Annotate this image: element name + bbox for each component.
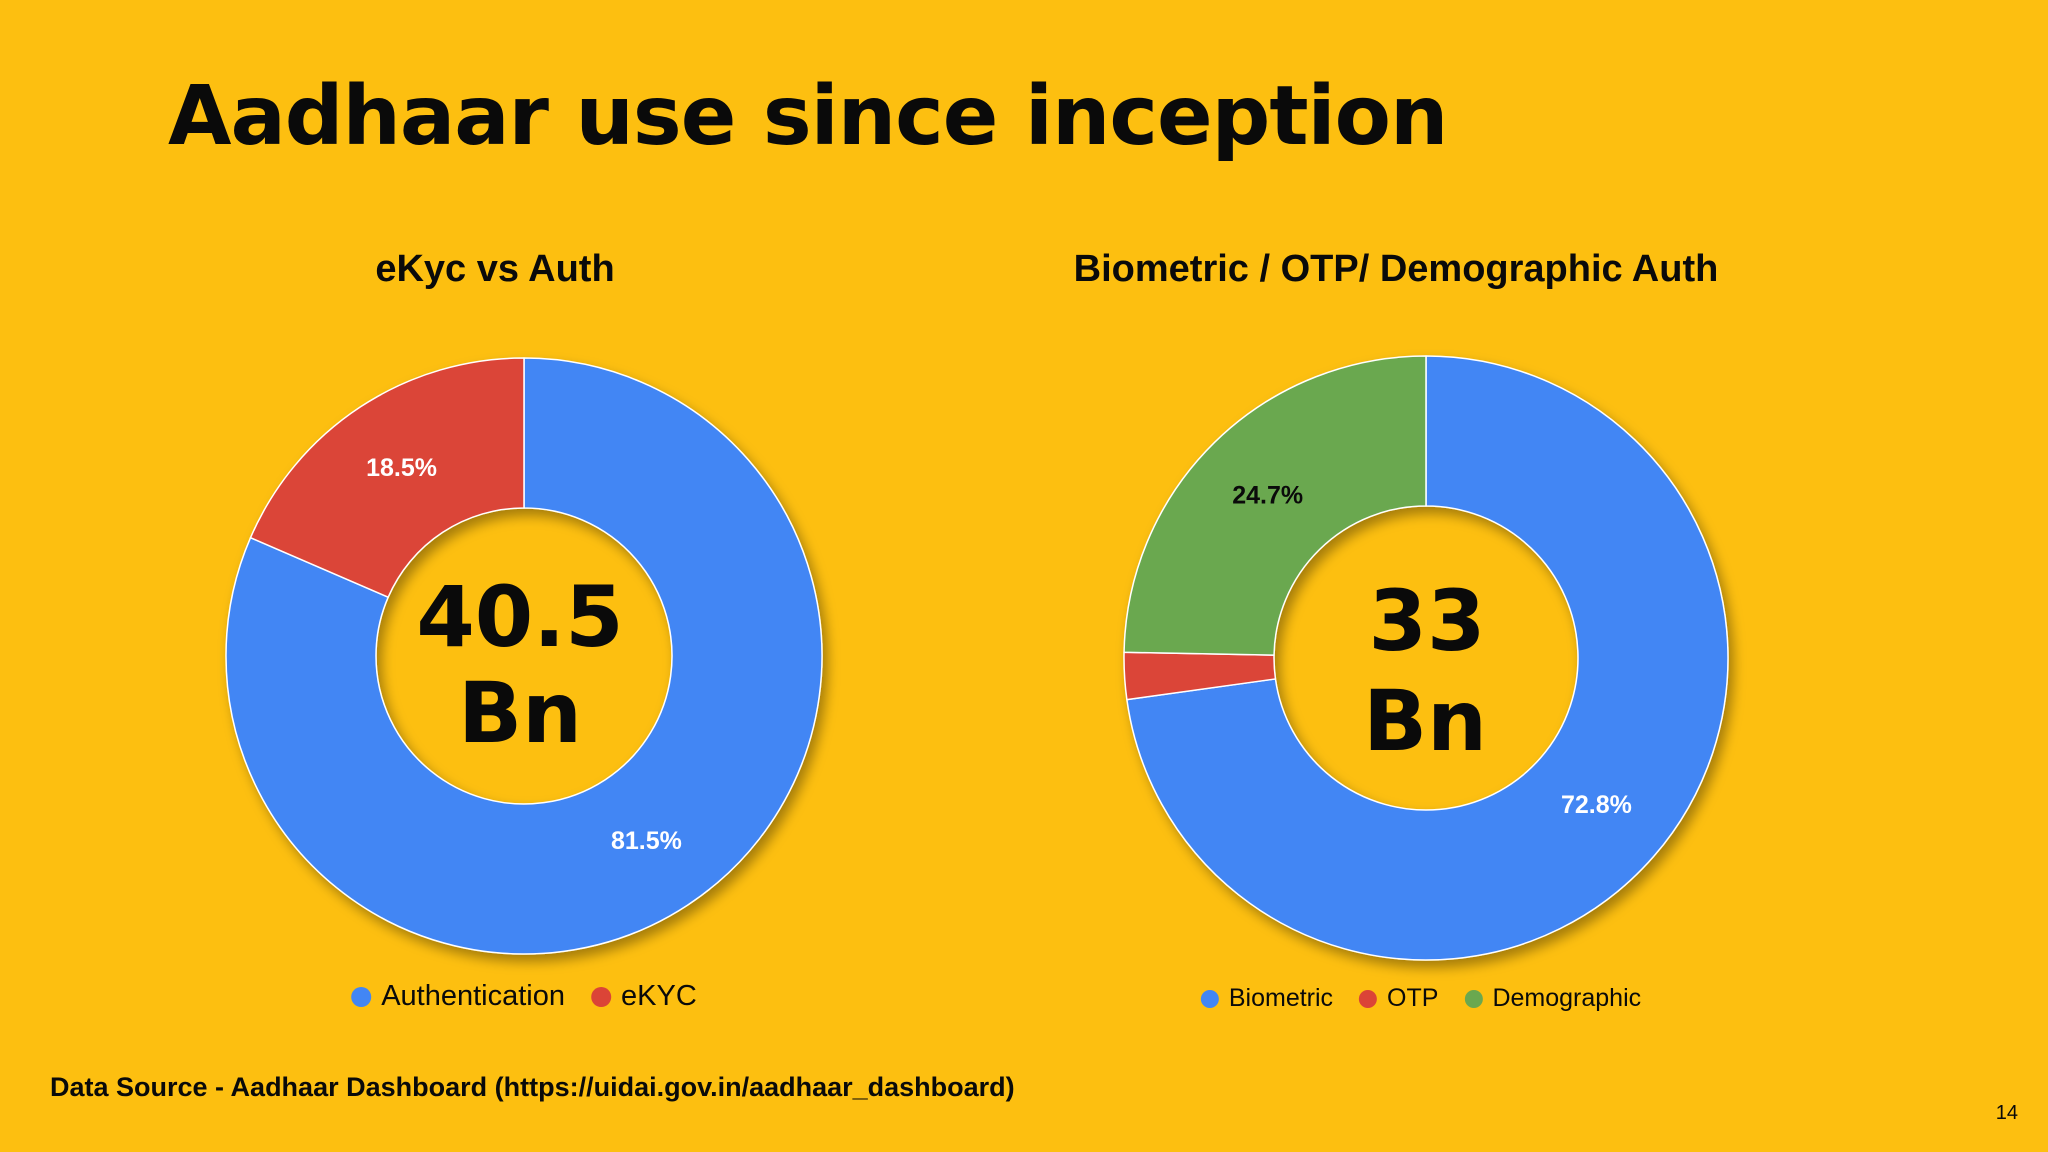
data-source-note: Data Source - Aadhaar Dashboard (https:/… — [50, 1072, 1015, 1102]
slice-labels: 72.8% 24.7% — [1232, 481, 1632, 819]
page-number: 14 — [1995, 1102, 2018, 1124]
center-value: 33 — [1369, 572, 1486, 670]
chart-title-ekyc-vs-auth: eKyc vs Auth — [375, 248, 615, 290]
slice-biometric — [1126, 355, 1729, 961]
center-value: 40.5 — [416, 568, 623, 666]
donut-slices — [1123, 355, 1729, 961]
legend-item-otp: OTP — [1359, 984, 1438, 1013]
legend-dot-ekyc — [591, 986, 612, 1007]
slice-demographic — [1123, 355, 1427, 656]
legend-label-demographic: Demographic — [1492, 984, 1642, 1012]
data-label-ekyc: 18.5% — [366, 454, 437, 482]
legend-dot-authentication — [351, 986, 372, 1007]
legend-dot-otp — [1359, 989, 1378, 1008]
donut-chart-auth-types: 72.8% 24.7% 33 Bn — [1123, 355, 1729, 961]
data-label-authentication: 81.5% — [611, 827, 682, 855]
legend-label-otp: OTP — [1387, 984, 1439, 1012]
legend-item-demographic: Demographic — [1464, 984, 1641, 1013]
legend-item-authentication: Authentication — [351, 980, 565, 1013]
chart-title-auth-types: Biometric / OTP/ Demographic Auth — [1073, 248, 1719, 290]
legend-label-biometric: Biometric — [1228, 984, 1334, 1012]
slide-title: Aadhaar use since inception — [168, 69, 1448, 164]
data-label-biometric: 72.8% — [1561, 791, 1632, 819]
legend-dot-demographic — [1464, 989, 1483, 1008]
legend-ekyc-vs-auth: Authentication eKYC — [338, 980, 710, 1013]
donut-chart-ekyc-vs-auth: 81.5% 18.5% 40.5 Bn — [225, 357, 823, 955]
center-unit: Bn — [1363, 672, 1487, 770]
legend-item-biometric: Biometric — [1200, 984, 1334, 1013]
legend-label-authentication: Authentication — [381, 980, 566, 1012]
legend-label-ekyc: eKYC — [621, 980, 697, 1012]
slice-labels: 81.5% 18.5% — [366, 454, 682, 855]
legend-dot-biometric — [1200, 989, 1219, 1008]
legend-item-ekyc: eKYC — [591, 980, 697, 1013]
legend-auth-types: Biometric OTP Demographic — [1188, 984, 1654, 1013]
slice-authentication — [225, 357, 823, 955]
donut-slices — [225, 357, 823, 955]
slice-ekyc — [249, 357, 525, 598]
center-unit: Bn — [458, 664, 582, 762]
data-label-demographic: 24.7% — [1232, 481, 1303, 509]
